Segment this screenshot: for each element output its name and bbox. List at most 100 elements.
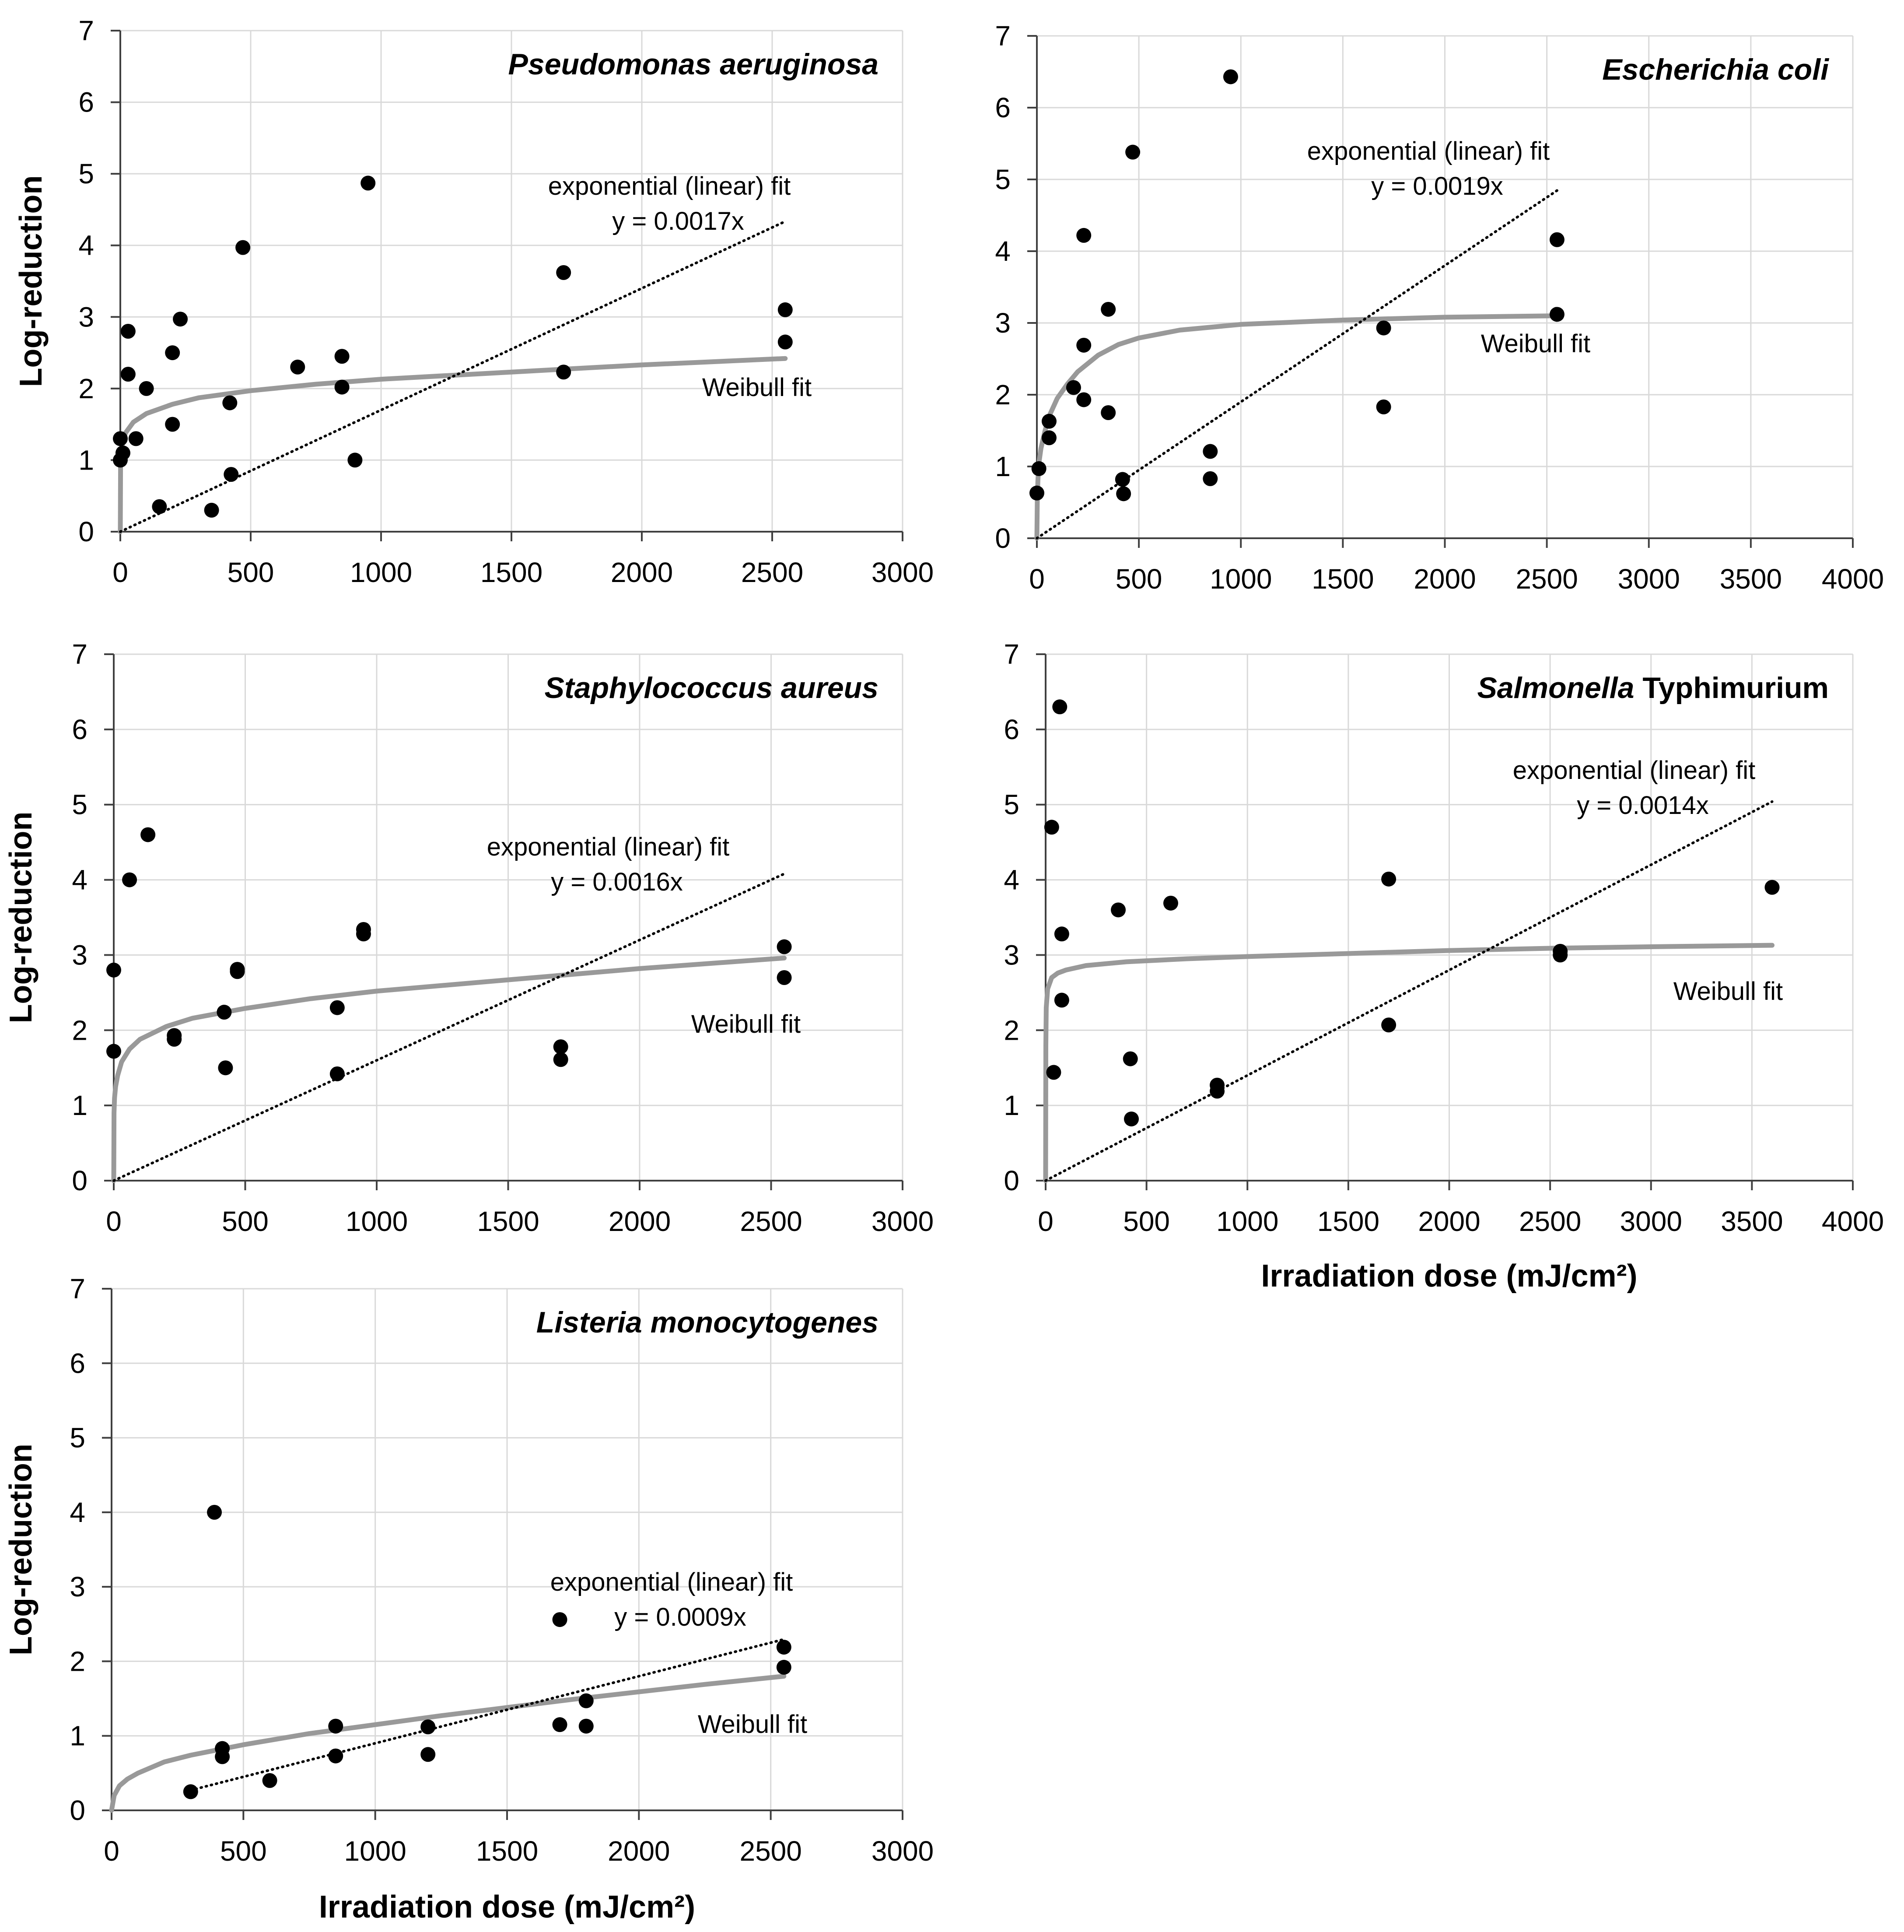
data-point — [777, 970, 792, 985]
data-point — [1076, 392, 1092, 407]
data-point — [120, 367, 136, 382]
data-point — [215, 1749, 230, 1764]
data-point — [204, 502, 219, 518]
y-tick-label: 6 — [70, 1347, 85, 1379]
data-point — [328, 1718, 343, 1734]
data-point — [140, 827, 156, 842]
x-tick-label: 3000 — [1620, 1206, 1682, 1237]
linear-fit-label: exponential (linear) fit — [548, 172, 791, 200]
panel-title: Escherichia coli — [1602, 53, 1830, 86]
x-tick-label: 3500 — [1721, 1206, 1783, 1237]
data-point — [1124, 1112, 1139, 1127]
data-point — [152, 499, 167, 514]
y-tick-label: 3 — [1004, 939, 1019, 971]
x-tick-label: 3000 — [872, 557, 934, 588]
y-tick-label: 5 — [995, 164, 1011, 195]
linear-fit-label: exponential (linear) fit — [1513, 756, 1756, 785]
data-point — [128, 431, 144, 446]
x-tick-label: 1000 — [344, 1835, 406, 1867]
y-tick-label: 1 — [72, 1090, 88, 1121]
data-point — [139, 381, 154, 396]
linear-fit-label: exponential (linear) fit — [487, 833, 730, 861]
data-point — [106, 1044, 121, 1059]
x-tick-label: 1000 — [350, 557, 412, 588]
x-tick-label: 0 — [104, 1835, 119, 1867]
y-tick-label: 7 — [995, 20, 1011, 52]
y-tick-label: 6 — [1004, 714, 1019, 745]
panel-title-part: Escherichia coli — [1602, 53, 1830, 86]
weibull-fit-curve — [1043, 943, 1774, 1183]
data-point — [1046, 1065, 1061, 1080]
data-point — [552, 1612, 567, 1627]
x-axis-label: Irradiation dose (mJ/cm²) — [1261, 1259, 1637, 1294]
x-tick-label: 3000 — [1618, 563, 1680, 595]
data-point — [347, 452, 363, 468]
panel-title-part: Listeria monocytogenes — [536, 1306, 878, 1339]
data-point — [1381, 1017, 1396, 1033]
x-tick-label: 1000 — [346, 1206, 408, 1237]
y-tick-label: 1 — [78, 444, 94, 476]
linear-fit-equation: y = 0.0017x — [612, 207, 744, 235]
data-point — [578, 1693, 594, 1708]
data-point — [106, 962, 121, 978]
data-point — [1123, 1051, 1138, 1066]
x-tick-label: 2000 — [1418, 1206, 1480, 1237]
linear-fit-equation: y = 0.0016x — [551, 868, 683, 896]
data-point — [334, 349, 350, 364]
y-tick-label: 3 — [78, 301, 94, 333]
linear-fit-label: exponential (linear) fit — [1307, 137, 1550, 165]
data-point — [224, 467, 239, 482]
data-point — [122, 872, 137, 887]
y-tick-label: 6 — [78, 87, 94, 118]
data-point — [553, 1052, 568, 1067]
panel-title-part: Typhimurium — [1634, 671, 1829, 705]
y-tick-label: 2 — [70, 1645, 85, 1677]
data-point — [1376, 320, 1391, 336]
chart-panel-pa: 0 500 1000 1500 2000 2500 3000 0 1 2 3 4 5 6 7 Pseudomo… — [14, 15, 934, 588]
weibull-fit-label: Weibull fit — [702, 373, 812, 402]
y-tick-label: 7 — [72, 638, 88, 670]
data-point — [165, 417, 180, 432]
weibull-fit-curve — [1034, 313, 1560, 541]
data-point — [1041, 414, 1057, 429]
panel-title: Listeria monocytogenes — [536, 1306, 878, 1339]
data-point — [290, 359, 305, 375]
x-tick-label: 2500 — [741, 557, 803, 588]
data-point — [334, 379, 350, 395]
linear-fit-equation: y = 0.0014x — [1577, 791, 1709, 820]
x-tick-label: 3000 — [872, 1206, 934, 1237]
data-point — [167, 1031, 182, 1047]
panel-title-part: Salmonella — [1477, 671, 1634, 705]
y-tick-label: 5 — [72, 789, 88, 820]
x-tick-label: 2500 — [739, 1835, 802, 1867]
data-point — [556, 365, 571, 380]
data-point — [1031, 461, 1046, 476]
y-tick-label: 4 — [70, 1497, 85, 1528]
data-point — [1376, 399, 1391, 414]
panel-title-part: Staphylococcus aureus — [545, 671, 878, 705]
chart-panel-ec: 0 500 1000 1500 2000 2500 3000 3500 4000 0 1 2 3 4 5 6 7… — [995, 20, 1884, 595]
y-tick-label: 4 — [72, 864, 88, 896]
y-tick-label: 7 — [70, 1273, 85, 1304]
data-point — [356, 926, 371, 942]
y-tick-label: 0 — [995, 522, 1011, 554]
data-point — [360, 175, 376, 191]
data-point — [1111, 902, 1126, 918]
y-tick-label: 5 — [1004, 789, 1019, 820]
y-tick-label: 7 — [78, 15, 94, 46]
data-point — [173, 312, 188, 327]
weibull-fit-curve — [118, 356, 788, 534]
x-tick-label: 500 — [228, 557, 274, 588]
data-point — [1052, 699, 1068, 715]
data-point — [420, 1747, 436, 1762]
data-point — [777, 334, 793, 350]
x-tick-label: 4000 — [1822, 563, 1884, 595]
data-point — [1210, 1083, 1225, 1099]
data-point — [113, 431, 128, 446]
weibull-fit-label: Weibull fit — [1481, 330, 1590, 358]
data-point — [777, 939, 792, 954]
y-tick-label: 1 — [70, 1720, 85, 1752]
y-tick-label: 0 — [78, 516, 94, 547]
x-tick-label: 1500 — [476, 1835, 538, 1867]
